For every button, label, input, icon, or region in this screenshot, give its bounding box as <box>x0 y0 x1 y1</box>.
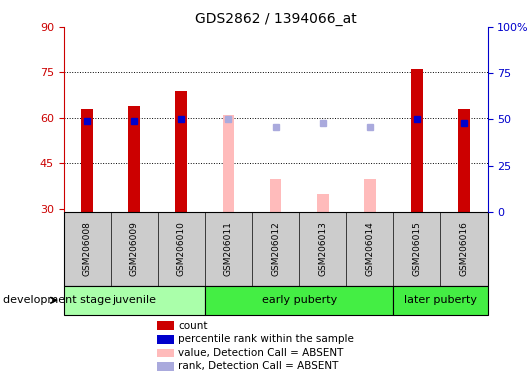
Bar <box>175 91 187 212</box>
Bar <box>205 286 393 314</box>
Text: early puberty: early puberty <box>261 295 337 305</box>
Text: GSM206008: GSM206008 <box>83 222 92 276</box>
Text: GSM206011: GSM206011 <box>224 222 233 276</box>
Text: development stage: development stage <box>3 295 111 305</box>
Text: GSM206015: GSM206015 <box>412 222 421 276</box>
Text: later puberty: later puberty <box>404 295 477 305</box>
Bar <box>157 349 174 357</box>
Bar <box>364 179 376 212</box>
Text: juvenile: juvenile <box>112 295 156 305</box>
Text: GSM206012: GSM206012 <box>271 222 280 276</box>
Text: GSM206009: GSM206009 <box>130 222 139 276</box>
Bar <box>157 362 174 371</box>
Bar <box>270 179 281 212</box>
Title: GDS2862 / 1394066_at: GDS2862 / 1394066_at <box>195 12 357 26</box>
Bar <box>411 70 423 212</box>
Text: rank, Detection Call = ABSENT: rank, Detection Call = ABSENT <box>178 361 339 371</box>
Text: GSM206013: GSM206013 <box>318 222 327 276</box>
Bar <box>64 286 205 314</box>
Bar <box>128 106 140 212</box>
Text: percentile rank within the sample: percentile rank within the sample <box>178 334 354 344</box>
Text: GSM206010: GSM206010 <box>177 222 186 276</box>
Bar <box>157 321 174 330</box>
Text: GSM206014: GSM206014 <box>365 222 374 276</box>
Text: value, Detection Call = ABSENT: value, Detection Call = ABSENT <box>178 348 343 358</box>
Bar <box>81 109 93 212</box>
Text: GSM206016: GSM206016 <box>460 222 469 276</box>
Text: count: count <box>178 321 208 331</box>
Bar <box>223 115 234 212</box>
Bar <box>317 194 329 212</box>
Bar <box>157 335 174 344</box>
Bar <box>393 286 488 314</box>
Bar <box>458 109 470 212</box>
